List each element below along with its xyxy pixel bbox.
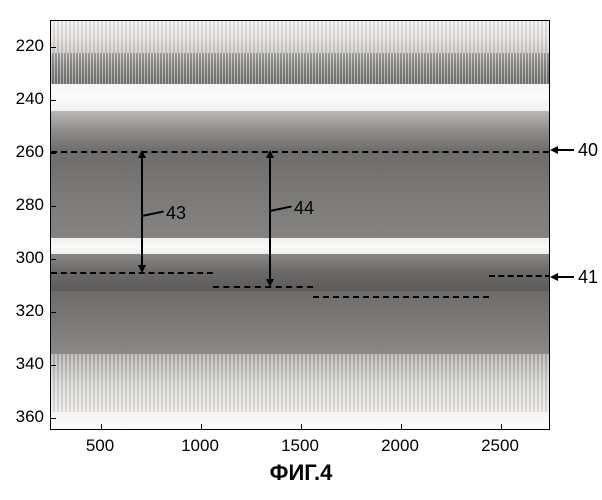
- ytick-mark: [50, 47, 56, 48]
- intensity-band: [51, 111, 549, 153]
- intensity-band: [51, 354, 549, 412]
- ytick-mark: [50, 206, 56, 207]
- figure-caption: ФИГ.4: [270, 460, 333, 486]
- span-arrow-43: [141, 151, 142, 273]
- ytick-mark: [50, 312, 56, 313]
- callout-arrowtip-40: [550, 146, 558, 154]
- xtick-label: 1000: [181, 436, 219, 456]
- xtick-label: 2500: [481, 436, 519, 456]
- callout-arrowtip-41: [550, 273, 558, 281]
- ytick-label: 240: [8, 89, 44, 109]
- ytick-label: 320: [8, 301, 44, 321]
- intensity-band: [51, 412, 549, 430]
- ytick-label: 360: [8, 407, 44, 427]
- ytick-label: 260: [8, 142, 44, 162]
- callout-44: 44: [294, 198, 314, 219]
- dashed-ref-41: [489, 275, 550, 277]
- figure-container: 2202402602803003203403605001000150020002…: [50, 20, 550, 430]
- dashed-ref-41: [213, 286, 313, 288]
- intensity-band: [51, 84, 549, 110]
- dashed-ref-41: [313, 296, 489, 298]
- ytick-mark: [50, 365, 56, 366]
- callout-43: 43: [166, 203, 186, 224]
- ytick-label: 220: [8, 36, 44, 56]
- ytick-mark: [50, 153, 56, 154]
- callout-40: 40: [578, 140, 598, 161]
- xtick-label: 500: [86, 436, 114, 456]
- callout-41: 41: [578, 267, 598, 288]
- dashed-ref-40: [51, 151, 549, 153]
- ytick-label: 340: [8, 354, 44, 374]
- span-arrow-44: [269, 151, 270, 286]
- intensity-band: [51, 153, 549, 238]
- plot-area: [50, 20, 550, 430]
- ytick-mark: [50, 100, 56, 101]
- ytick-label: 300: [8, 248, 44, 268]
- intensity-band: [51, 53, 549, 85]
- intensity-band: [51, 291, 549, 354]
- ytick-mark: [50, 418, 56, 419]
- xtick-mark: [501, 424, 502, 430]
- intensity-band: [51, 21, 549, 53]
- xtick-mark: [101, 424, 102, 430]
- xtick-mark: [201, 424, 202, 430]
- xtick-label: 1500: [281, 436, 319, 456]
- dashed-ref-41: [51, 272, 213, 274]
- xtick-label: 2000: [381, 436, 419, 456]
- xtick-mark: [301, 424, 302, 430]
- ytick-mark: [50, 259, 56, 260]
- ytick-label: 280: [8, 195, 44, 215]
- xtick-mark: [401, 424, 402, 430]
- intensity-band: [51, 238, 549, 254]
